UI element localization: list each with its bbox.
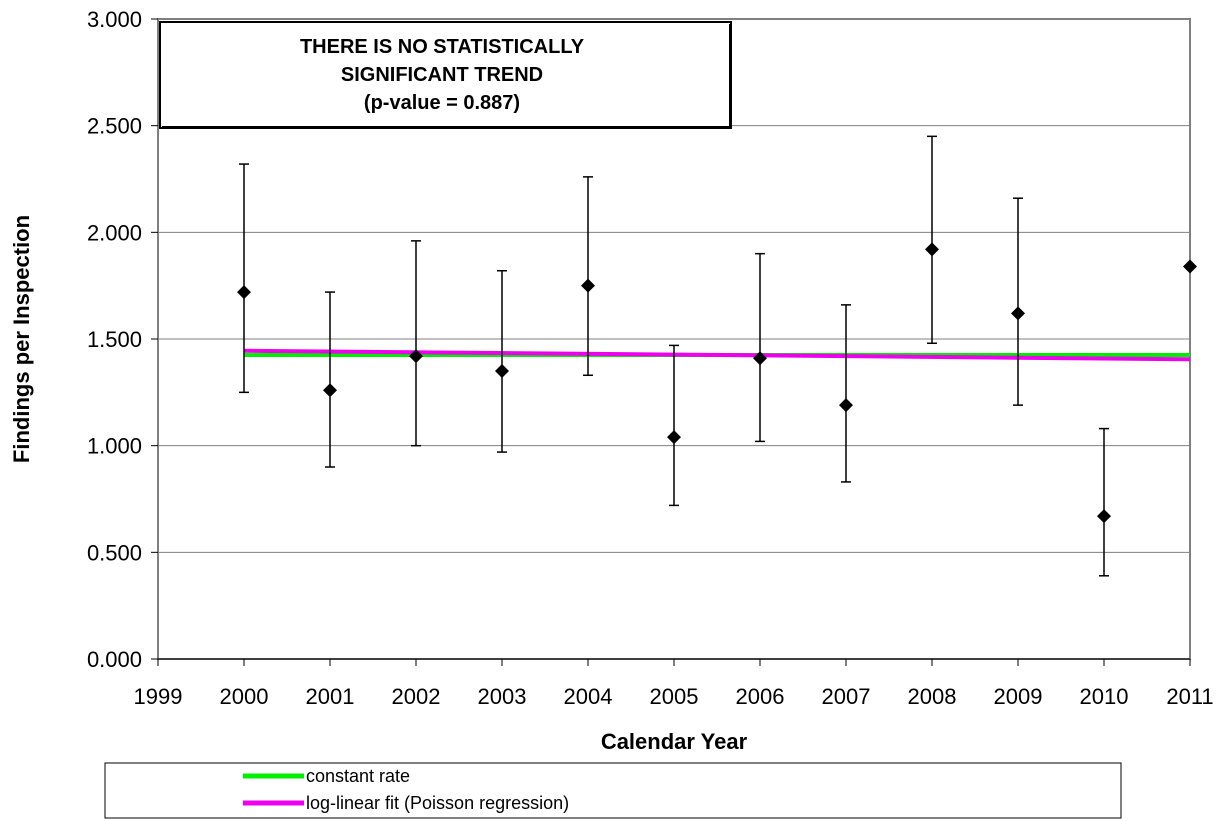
x-tick-label: 2006	[736, 684, 785, 709]
data-point	[667, 430, 681, 445]
data-markers	[237, 242, 1197, 524]
x-tick-label: 2009	[994, 684, 1043, 709]
x-tick-label: 2002	[392, 684, 441, 709]
data-point	[409, 349, 423, 364]
y-axis-title: Findings per Inspection	[9, 215, 34, 463]
legend-label-log-linear-fit: log-linear fit (Poisson regression)	[306, 793, 569, 813]
x-tick-label: 2007	[822, 684, 871, 709]
y-tick-label: 2.000	[87, 220, 142, 245]
data-point	[1011, 306, 1025, 321]
annotation-line-3: (p-value = 0.887)	[364, 92, 520, 114]
y-tick-label: 3.000	[87, 7, 142, 32]
data-point	[495, 364, 509, 378]
x-tick-label: 2003	[478, 684, 527, 709]
legend-label-constant-rate: constant rate	[306, 766, 410, 786]
y-tick-label: 1.000	[87, 434, 142, 459]
series-line-log-linear-fit	[243, 348, 1191, 362]
data-point	[753, 351, 767, 366]
y-tick-label: 2.500	[87, 114, 142, 139]
x-axis-title: Calendar Year	[601, 729, 748, 754]
x-tick-label: 2011	[1166, 684, 1213, 709]
x-tick-label: 2004	[564, 684, 613, 709]
x-tick-label: 2010	[1080, 684, 1129, 709]
legend-frame	[104, 762, 1122, 819]
data-point	[1183, 259, 1197, 274]
data-point	[581, 278, 595, 293]
data-point	[1097, 509, 1111, 524]
y-tick-label: 0.000	[87, 647, 142, 672]
x-tick-label: 2008	[908, 684, 957, 709]
data-point	[925, 242, 939, 257]
fit-lines	[243, 348, 1191, 362]
annotation-box: THERE IS NO STATISTICALLY SIGNIFICANT TR…	[159, 21, 732, 129]
data-point	[237, 285, 251, 300]
tick-labels: 0.000 0.500 1.000 1.500 2.000 2.500 3.000 1999 2…	[87, 7, 1214, 709]
data-point	[839, 398, 853, 413]
x-tick-label: 1999	[134, 684, 183, 709]
legend: constant rate log-linear fit (Poisson re…	[104, 762, 1122, 819]
axes	[151, 18, 1191, 666]
x-tick-label: 2005	[650, 684, 699, 709]
x-tick-label: 2001	[306, 684, 355, 709]
x-tick-label: 2000	[220, 684, 269, 709]
annotation-line-2: SIGNIFICANT TREND	[341, 64, 543, 86]
y-tick-label: 0.500	[87, 540, 142, 565]
y-tick-label: 1.500	[87, 327, 142, 352]
annotation-line-1: THERE IS NO STATISTICALLY	[300, 36, 585, 58]
data-point	[323, 383, 337, 398]
error-bars	[239, 135, 1109, 577]
